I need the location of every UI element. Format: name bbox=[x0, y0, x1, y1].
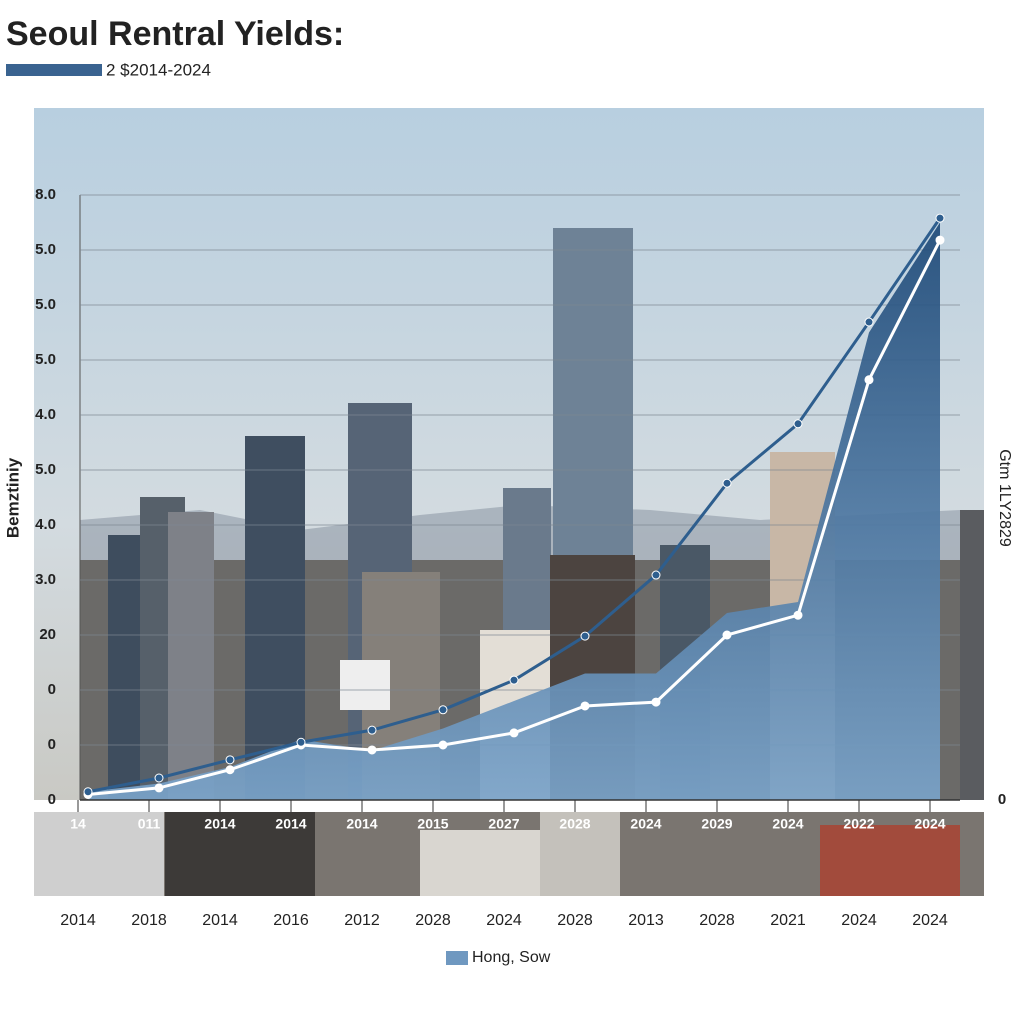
secondary-x-label: 2024 bbox=[772, 816, 803, 832]
x-tick-label: 2024 bbox=[912, 912, 948, 929]
marker bbox=[509, 728, 519, 738]
secondary-x-label: 2014 bbox=[346, 816, 377, 832]
secondary-x-label: 2024 bbox=[630, 816, 661, 832]
y-tick-label: 3.0 bbox=[35, 571, 56, 588]
x-tick-label: 2028 bbox=[557, 912, 593, 929]
y-axis-label: Bemztiniy bbox=[3, 457, 22, 538]
marker bbox=[154, 773, 164, 783]
secondary-x-label: 2015 bbox=[417, 816, 448, 832]
y-tick-label: 5.0 bbox=[35, 461, 56, 478]
secondary-x-label: 2029 bbox=[701, 816, 732, 832]
y2-tick-label: 0 bbox=[998, 791, 1006, 808]
marker bbox=[225, 765, 235, 775]
marker bbox=[225, 755, 235, 765]
secondary-x-label: 14 bbox=[70, 816, 86, 832]
marker bbox=[367, 725, 377, 735]
y-tick-label: 0 bbox=[48, 736, 56, 753]
marker bbox=[935, 235, 945, 245]
marker bbox=[864, 375, 874, 385]
y-tick-label: 20 bbox=[39, 626, 56, 643]
y-tick-label: 5.0 bbox=[35, 296, 56, 313]
marker bbox=[509, 675, 519, 685]
y2-axis-label: Gtm 1LY2829 bbox=[996, 449, 1013, 547]
secondary-x-label: 011 bbox=[138, 816, 161, 832]
y-tick-label: 5.0 bbox=[35, 241, 56, 258]
marker bbox=[580, 701, 590, 711]
secondary-x-label: 2027 bbox=[488, 816, 519, 832]
secondary-x-label: 2022 bbox=[843, 816, 874, 832]
marker bbox=[864, 317, 874, 327]
x-tick-label: 2013 bbox=[628, 912, 664, 929]
marker bbox=[793, 610, 803, 620]
legend-swatch bbox=[446, 951, 468, 965]
area bbox=[88, 222, 940, 800]
y-tick-label: 5.0 bbox=[35, 351, 56, 368]
marker bbox=[154, 783, 164, 793]
marker bbox=[935, 213, 945, 223]
x-tick-label: 2024 bbox=[841, 912, 877, 929]
secondary-x-label: 2014 bbox=[204, 816, 235, 832]
y-tick-label: 4.0 bbox=[35, 406, 56, 423]
marker bbox=[367, 745, 377, 755]
x-tick-label: 2018 bbox=[131, 912, 167, 929]
subtitle-bar bbox=[6, 64, 102, 76]
secondary-x-label: 2014 bbox=[275, 816, 306, 832]
y-tick-label: 0 bbox=[48, 681, 56, 698]
x-tick-label: 2028 bbox=[415, 912, 451, 929]
marker bbox=[438, 740, 448, 750]
x-tick-label: 2012 bbox=[344, 912, 380, 929]
x-tick-label: 2024 bbox=[486, 912, 522, 929]
y-tick-label: 0 bbox=[48, 791, 56, 808]
marker bbox=[83, 787, 93, 797]
x-tick-label: 2016 bbox=[273, 912, 309, 929]
x-tick-label: 2028 bbox=[699, 912, 735, 929]
x-tick-label: 2021 bbox=[770, 912, 806, 929]
legend-label: Hong, Sow bbox=[472, 949, 551, 966]
marker bbox=[722, 630, 732, 640]
marker bbox=[438, 705, 448, 715]
x-tick-label: 2014 bbox=[202, 912, 238, 929]
marker bbox=[296, 737, 306, 747]
marker bbox=[793, 419, 803, 429]
chart-title: Seoul Rentral Yields: bbox=[6, 15, 344, 53]
marker bbox=[580, 631, 590, 641]
secondary-x-label: 2024 bbox=[914, 816, 945, 832]
secondary-x-label: 2028 bbox=[559, 816, 590, 832]
subtitle: 2 $2014-2024 bbox=[106, 60, 211, 79]
y-tick-label: 4.0 bbox=[35, 516, 56, 533]
marker bbox=[651, 697, 661, 707]
marker bbox=[651, 570, 661, 580]
x-tick-label: 2014 bbox=[60, 912, 96, 929]
marker bbox=[722, 478, 732, 488]
y-tick-label: 8.0 bbox=[35, 186, 56, 203]
